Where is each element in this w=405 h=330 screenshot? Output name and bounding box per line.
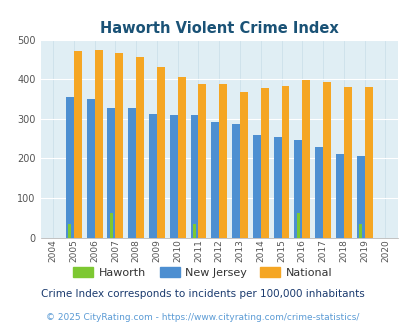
Text: © 2025 CityRating.com - https://www.cityrating.com/crime-statistics/: © 2025 CityRating.com - https://www.city…: [46, 313, 359, 322]
Bar: [335, 154, 343, 238]
Bar: [87, 99, 94, 238]
Bar: [314, 147, 322, 238]
Bar: [211, 122, 219, 238]
Bar: [66, 97, 74, 238]
Title: Haworth Violent Crime Index: Haworth Violent Crime Index: [100, 21, 338, 36]
Bar: [356, 156, 364, 238]
Bar: [239, 92, 247, 238]
Bar: [149, 114, 157, 238]
Bar: [252, 135, 260, 238]
Bar: [232, 123, 239, 238]
Bar: [198, 84, 206, 238]
Bar: [273, 137, 281, 238]
Bar: [115, 53, 123, 238]
Bar: [281, 85, 289, 238]
Text: Crime Index corresponds to incidents per 100,000 inhabitants: Crime Index corresponds to incidents per…: [41, 289, 364, 299]
Bar: [296, 213, 299, 238]
Bar: [192, 224, 196, 238]
Bar: [157, 67, 164, 238]
Bar: [343, 87, 351, 238]
Bar: [322, 82, 330, 238]
Bar: [110, 213, 113, 238]
Bar: [219, 84, 226, 238]
Bar: [302, 80, 309, 238]
Bar: [364, 87, 372, 238]
Bar: [358, 224, 361, 238]
Bar: [136, 57, 144, 238]
Bar: [177, 77, 185, 238]
Bar: [68, 224, 71, 238]
Bar: [169, 115, 177, 238]
Bar: [107, 108, 115, 238]
Bar: [74, 51, 81, 238]
Bar: [294, 140, 302, 238]
Bar: [260, 88, 268, 238]
Bar: [94, 50, 102, 238]
Bar: [190, 115, 198, 238]
Legend: Haworth, New Jersey, National: Haworth, New Jersey, National: [69, 263, 336, 282]
Bar: [128, 108, 136, 238]
